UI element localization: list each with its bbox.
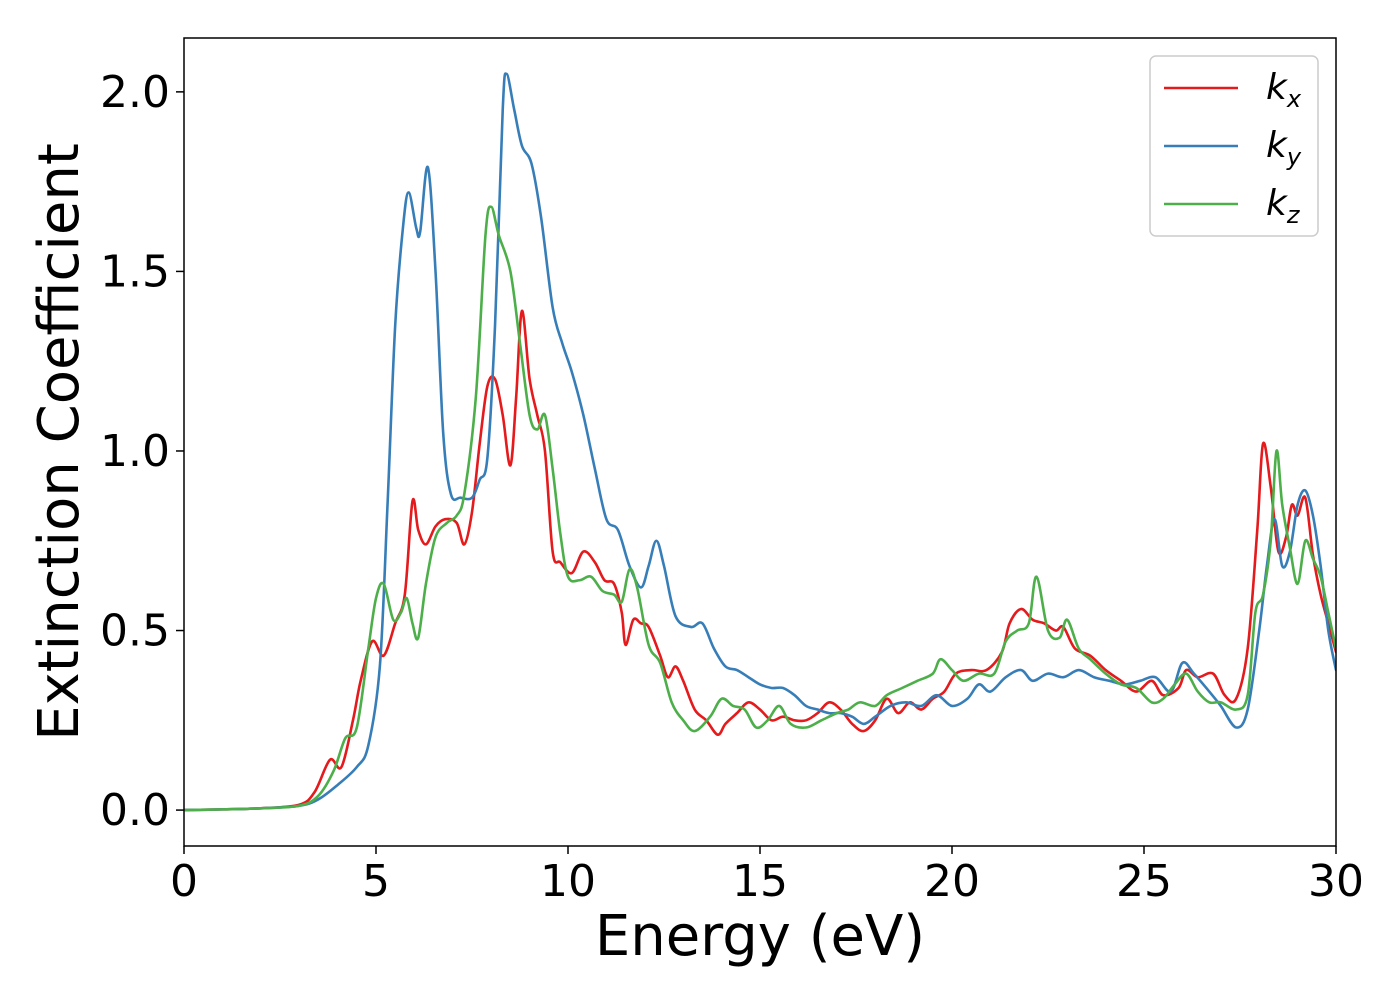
legend-label: ky [1266,125,1302,171]
legend-label: kz [1266,183,1301,229]
y-tick-label: 0.0 [100,785,170,836]
series-line-k-x [184,309,1336,812]
x-tick-label: 10 [540,856,596,907]
y-tick-label: 1.5 [100,246,170,297]
series-line-k-y [184,72,1336,812]
legend-label: kx [1266,67,1302,113]
y-axis-title: Extinction Coefficient [27,143,92,741]
legend: kx ky kz [1149,55,1319,237]
y-tick-label: 2.0 [100,67,170,118]
x-axis-ticks: 0 5 10 15 20 25 30 [170,846,1364,907]
x-tick-label: 20 [924,856,980,907]
y-axis-ticks: 0.0 0.5 1.0 1.5 2.0 [100,67,184,836]
series-layer [184,72,1336,812]
x-tick-label: 0 [170,856,198,907]
x-tick-label: 25 [1116,856,1172,907]
x-axis-title: Energy (eV) [595,904,925,969]
y-tick-label: 0.5 [100,606,170,657]
x-tick-label: 15 [732,856,788,907]
x-tick-label: 30 [1308,856,1364,907]
x-tick-label: 5 [362,856,390,907]
y-tick-label: 1.0 [100,426,170,477]
series-line-k-z [184,205,1336,812]
